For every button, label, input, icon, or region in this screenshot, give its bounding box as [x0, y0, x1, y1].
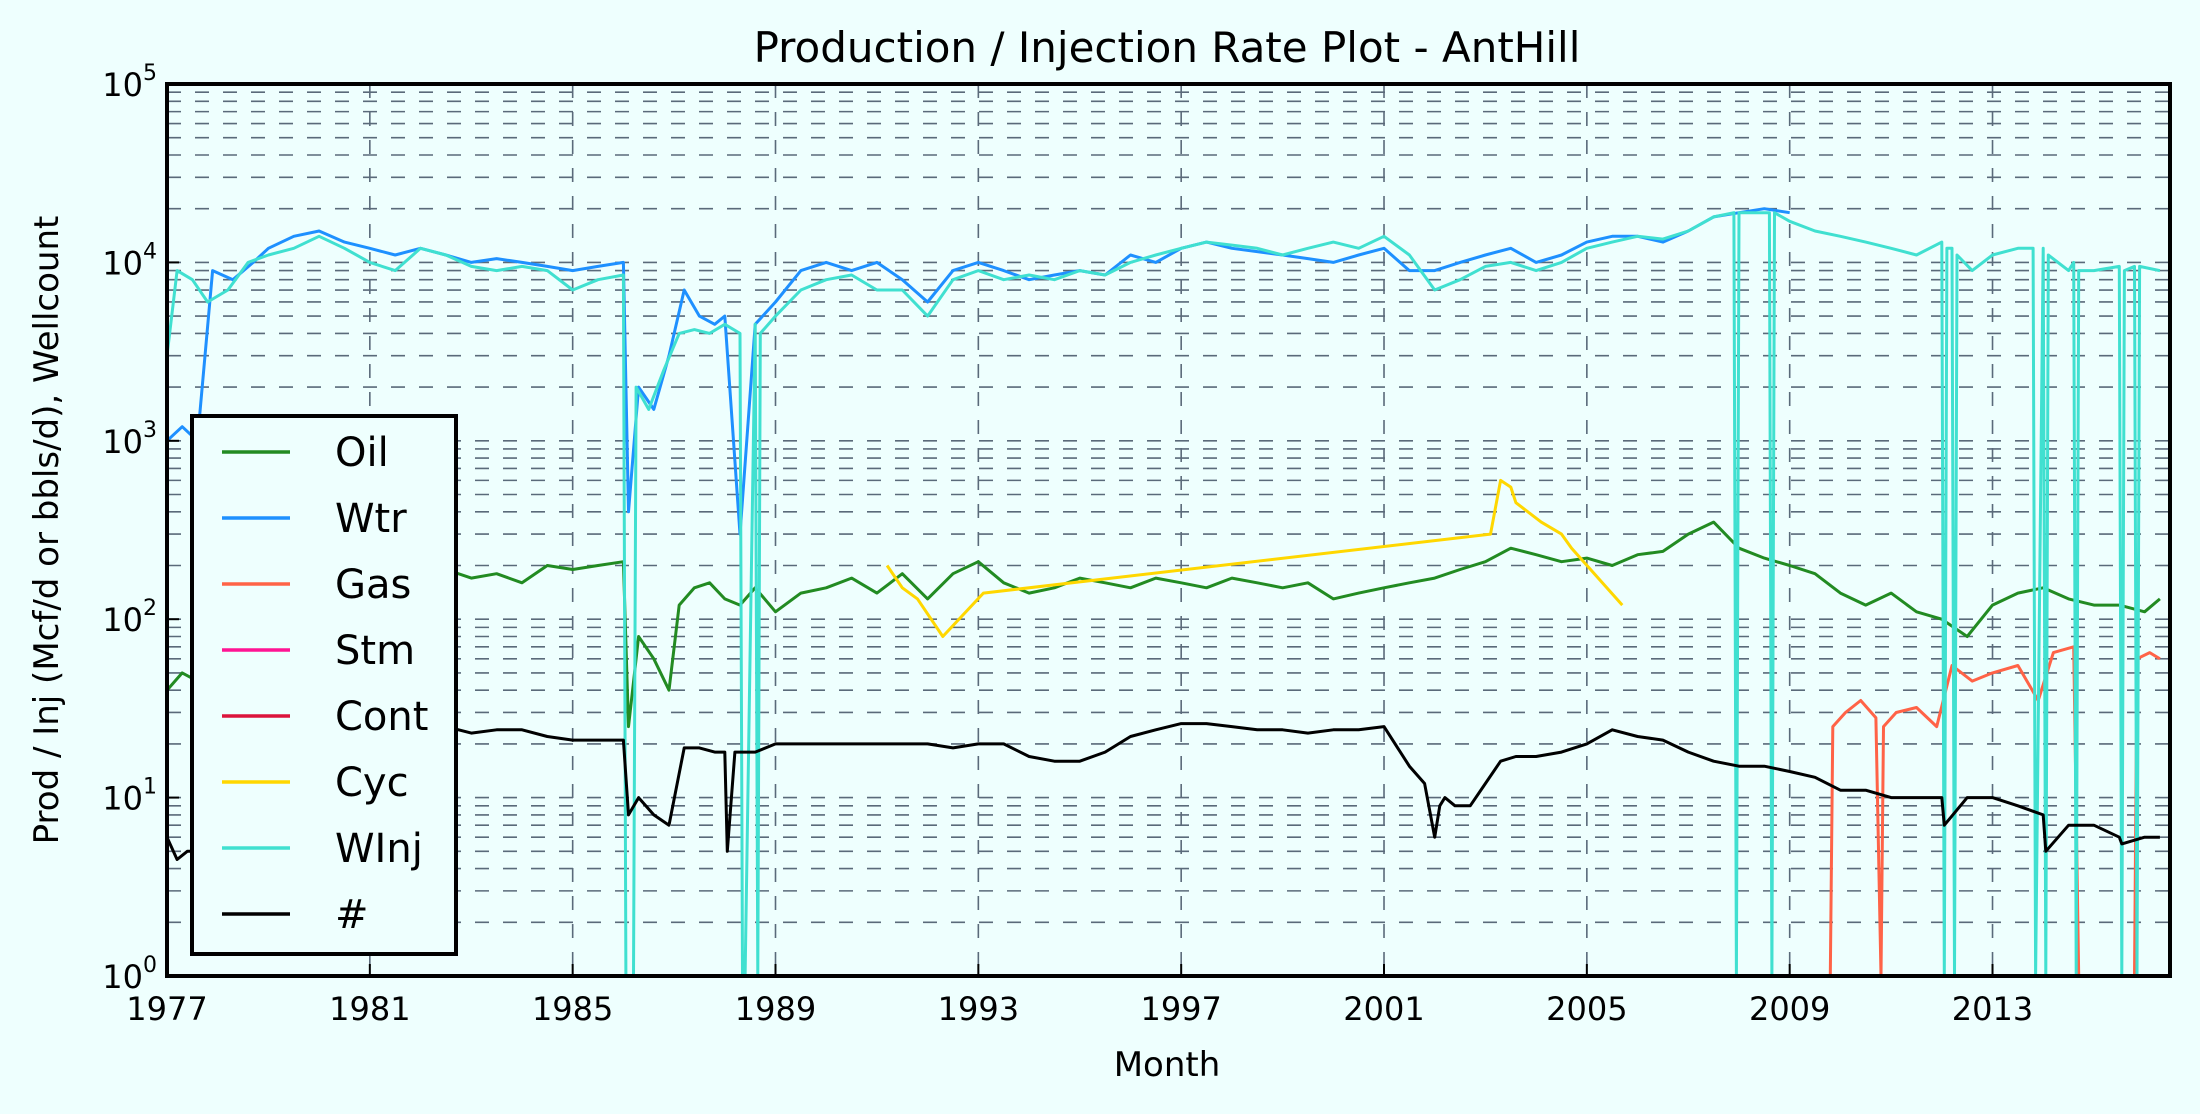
x-tick-label: 2013	[1952, 990, 2033, 1028]
y-axis-label: Prod / Inj (Mcf/d or bbls/d), Wellcount	[27, 216, 67, 845]
x-tick-label: 1981	[329, 990, 410, 1028]
series-line-oil	[165, 520, 2161, 729]
chart-title: Production / Injection Rate Plot - AntHi…	[754, 23, 1581, 72]
x-tick-label: 2001	[1343, 990, 1424, 1028]
x-tick-label: 1985	[532, 990, 613, 1028]
x-tick-label: 1989	[735, 990, 816, 1028]
y-axis-ticks: 100 101 102 103 104 105	[102, 61, 179, 996]
legend-label: Stm	[335, 628, 415, 674]
x-tick-label: 2005	[1546, 990, 1627, 1028]
x-axis-ticks: 1977 1981 1985 1989 1993 1997 2001 2005 2009 2013	[126, 964, 2033, 1028]
series-line-count	[165, 722, 2160, 861]
legend-label: Cont	[335, 694, 428, 740]
legend: Oil Wtr Gas Stm Cont Cyc WInj #	[190, 414, 458, 956]
x-tick-label: 1997	[1140, 990, 1221, 1028]
x-tick-label: 1993	[938, 990, 1019, 1028]
legend-label: Cyc	[335, 760, 409, 806]
y-tick-label: 103	[102, 418, 157, 461]
y-tick-label: 104	[102, 239, 157, 282]
legend-label: Oil	[335, 430, 389, 476]
series-line-gas	[1828, 645, 2161, 978]
grid	[166, 84, 2170, 976]
plot-frame	[165, 82, 2172, 978]
legend-label: #	[335, 892, 369, 938]
series-line-cyc	[885, 478, 1624, 638]
legend-label: WInj	[335, 826, 423, 872]
series-lines	[165, 207, 2161, 978]
x-axis-label: Month	[1114, 1045, 1221, 1085]
x-tick-label: 2009	[1749, 990, 1830, 1028]
legend-label: Gas	[335, 562, 411, 608]
legend-label: Wtr	[335, 496, 407, 542]
y-tick-label: 102	[102, 596, 157, 639]
series-line-wtr	[165, 207, 1790, 536]
y-tick-label: 105	[102, 61, 157, 104]
y-tick-label: 101	[102, 775, 157, 818]
x-tick-label: 1977	[126, 990, 207, 1028]
legend-box	[190, 414, 458, 956]
series-line-winj	[165, 211, 2161, 978]
y-tick-label: 100	[102, 953, 157, 996]
